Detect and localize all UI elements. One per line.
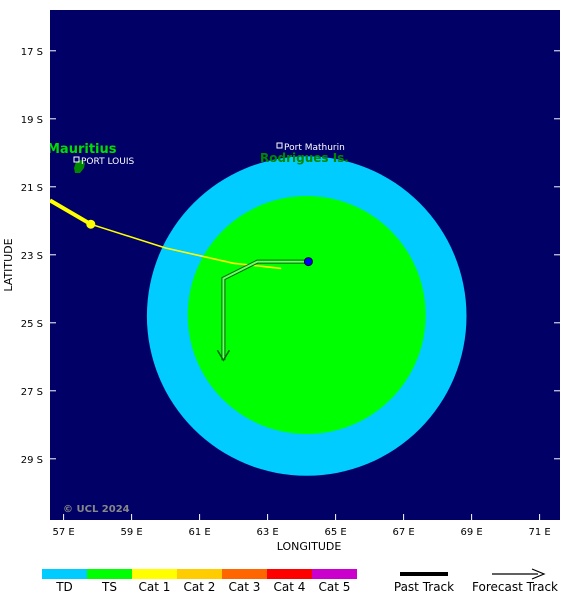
legend-label-cat-4: Cat 4 (274, 580, 306, 594)
forecast-arrowhead-icon (216, 349, 231, 362)
past-track-segment (50, 198, 92, 226)
legend-swatch-cat-2 (177, 569, 222, 579)
x-axis-title: LONGITUDE (277, 540, 342, 553)
port-mathurin-marker (276, 142, 283, 149)
legend-label-ts: TS (101, 580, 117, 594)
legend-label-td: TD (55, 580, 73, 594)
legend-swatch-cat-5 (312, 569, 357, 579)
lat-tick-label-4: 25 S (21, 319, 43, 330)
lat-tick-label-2: 21 S (21, 183, 43, 194)
mauritius-island (74, 160, 85, 173)
legend-swatch-cat-4 (267, 569, 312, 579)
lat-tick-label-1: 19 S (21, 115, 43, 126)
lat-tick-label-0: 17 S (21, 47, 43, 58)
longitude-ticks: 57 E 59 E 61 E 63 E 65 E 67 E 69 E 71 E (52, 514, 551, 538)
lat-tick-label-5: 27 S (21, 387, 43, 398)
lat-tick-label-3: 23 S (21, 251, 43, 262)
port-louis-marker (73, 156, 80, 163)
y-axis-title: LATITUDE (2, 238, 15, 291)
track-point-0 (86, 219, 96, 229)
lon-tick-label-7: 71 E (528, 527, 550, 538)
legend-swatch-cat-1 (132, 569, 177, 579)
forecast-arrow-icon (531, 568, 546, 580)
forecast-track-legend-label: Forecast Track (472, 580, 558, 594)
past-track-legend: Past Track (394, 572, 454, 594)
lon-tick-label-4: 65 E (324, 527, 346, 538)
track-points (86, 219, 96, 229)
forecast-track-line (222, 260, 309, 361)
forecast-track-legend: Forecast Track (472, 568, 558, 594)
legend-label-cat-2: Cat 2 (184, 580, 216, 594)
legend-label-cat-3: Cat 3 (229, 580, 261, 594)
past-track-legend-label: Past Track (394, 580, 454, 594)
storm-center-marker (303, 257, 313, 267)
ts-wind-radius (187, 196, 426, 434)
forecast-track (216, 259, 309, 362)
legend-swatch-td (42, 569, 87, 579)
lon-tick-label-0: 57 E (52, 527, 74, 538)
lon-tick-label-1: 59 E (120, 527, 142, 538)
rodrigues-label: Rodrigues Is. (260, 151, 349, 165)
port-mathurin-label: Port Mathurin (284, 143, 345, 153)
lon-tick-label-5: 67 E (392, 527, 414, 538)
map-layer: Mauritius PORT LOUIS Port Mathurin Rodri… (47, 142, 467, 515)
legend-label-cat-5: Cat 5 (319, 580, 351, 594)
mauritius-label: Mauritius (47, 142, 117, 157)
lon-tick-label-3: 63 E (256, 527, 278, 538)
lon-tick-label-2: 61 E (188, 527, 210, 538)
lon-tick-label-6: 69 E (460, 527, 482, 538)
lat-tick-label-6: 29 S (21, 455, 43, 466)
latitude-ticks: 17 S 19 S 21 S 23 S 25 S 27 S 29 S (21, 47, 560, 466)
legend-swatch-ts (87, 569, 132, 579)
legend-swatch-cat-3 (222, 569, 267, 579)
legend-label-cat-1: Cat 1 (139, 580, 171, 594)
port-louis-label: PORT LOUIS (81, 157, 134, 167)
copyright-text: © UCL 2024 (63, 504, 130, 515)
intensity-legend: TD TS Cat 1 Cat 2 Cat 3 Cat 4 Cat 5 (42, 569, 357, 594)
